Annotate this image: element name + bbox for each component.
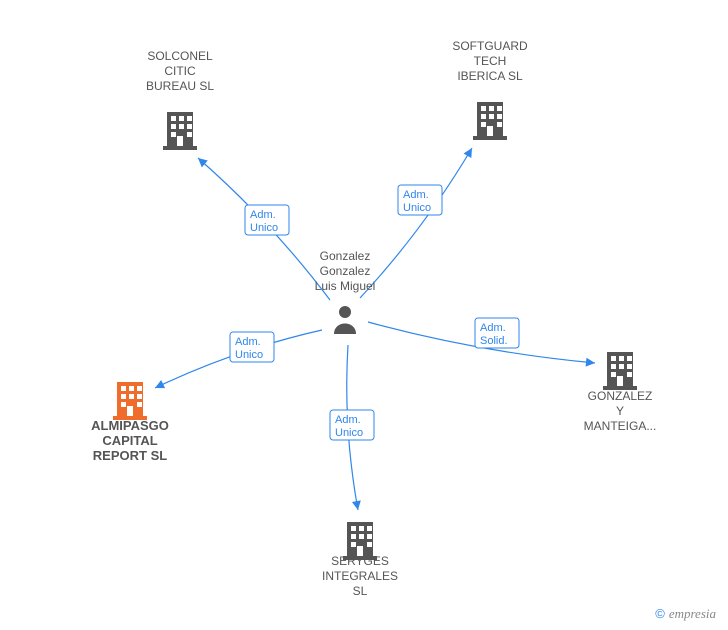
- building-icon: [163, 112, 197, 150]
- edge-label-text: Unico: [335, 427, 363, 439]
- company-node-label: REPORT SL: [93, 448, 167, 463]
- edge-label-text: Adm.: [335, 414, 361, 426]
- watermark-text: empresia: [669, 606, 716, 621]
- edge-label-text: Adm.: [235, 336, 261, 348]
- company-node-label: MANTEIGA...: [584, 419, 657, 433]
- company-node-label: CAPITAL: [102, 433, 157, 448]
- edge-label-text: Adm.: [403, 189, 429, 201]
- person-icon: [334, 306, 356, 334]
- company-node-label: CITIC: [164, 64, 196, 78]
- company-node-label: SOLCONEL: [147, 49, 213, 63]
- company-node-label: SOFTGUARD: [452, 39, 528, 53]
- center-node-label: Gonzalez: [320, 264, 371, 278]
- edge-label-text: Adm.: [250, 209, 276, 221]
- edge-label-text: Adm.: [480, 322, 506, 334]
- arrow-head-icon: [464, 148, 472, 158]
- arrow-head-icon: [352, 500, 361, 510]
- company-node-label: IBERICA SL: [457, 69, 523, 83]
- edge-label-text: Unico: [250, 222, 278, 234]
- building-icon: [113, 382, 147, 420]
- company-node-label: Y: [616, 404, 624, 418]
- edge-label-text: Unico: [403, 202, 431, 214]
- company-node-label: SL: [353, 584, 368, 598]
- company-node-label: ALMIPASGO: [91, 418, 169, 433]
- edge-label-text: Unico: [235, 349, 263, 361]
- building-icon: [603, 352, 637, 390]
- center-node-label: Luis Miguel: [315, 279, 376, 293]
- building-icon: [473, 102, 507, 140]
- arrow-head-icon: [586, 358, 595, 367]
- network-diagram: Adm.UnicoAdm.UnicoAdm.Solid.Adm.UnicoAdm…: [0, 0, 728, 630]
- copyright-symbol: ©: [655, 606, 665, 621]
- edge-line: [360, 148, 472, 298]
- edge-label-text: Solid.: [480, 335, 508, 347]
- company-node-label: SERYGES: [331, 554, 389, 568]
- company-node-label: GONZALEZ: [588, 389, 653, 403]
- company-node-label: TECH: [474, 54, 507, 68]
- company-node-label: INTEGRALES: [322, 569, 398, 583]
- watermark: © empresia: [655, 606, 716, 622]
- center-node-label: Gonzalez: [320, 249, 371, 263]
- company-node-label: BUREAU SL: [146, 79, 214, 93]
